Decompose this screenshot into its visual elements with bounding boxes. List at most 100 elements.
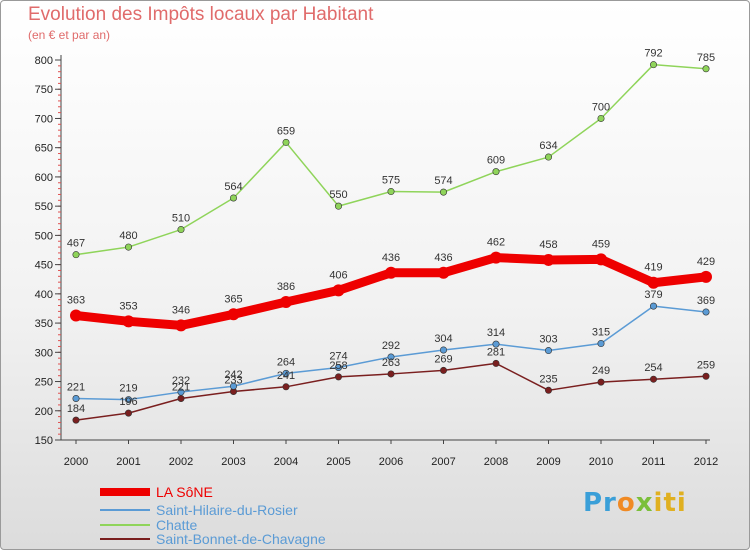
x-tick-label: 2009	[536, 456, 560, 468]
data-point	[597, 340, 605, 348]
series-lines	[70, 61, 712, 424]
y-tick-label: 800	[35, 55, 53, 67]
data-label: 406	[329, 269, 347, 281]
y-tick-label: 550	[35, 201, 53, 213]
data-label: 274	[329, 351, 347, 363]
data-point	[177, 388, 185, 396]
data-point	[334, 373, 342, 381]
data-point	[490, 251, 502, 264]
y-tick-label: 200	[35, 406, 53, 418]
data-point	[544, 386, 552, 394]
data-point	[439, 366, 447, 374]
data-label: 363	[67, 294, 85, 306]
data-label: 242	[224, 369, 242, 381]
data-label: 386	[277, 281, 295, 293]
x-tick-label: 2012	[694, 456, 718, 468]
x-tick-label: 2010	[589, 456, 613, 468]
data-point	[492, 340, 500, 348]
data-label: 459	[592, 238, 610, 250]
y-tick-label: 650	[35, 143, 53, 155]
data-point	[175, 319, 187, 332]
data-label: 184	[67, 403, 85, 415]
data-label: 315	[592, 327, 610, 339]
data-label: 263	[382, 357, 400, 369]
data-point	[72, 416, 80, 424]
data-point	[649, 375, 657, 383]
data-label: 221	[172, 381, 190, 393]
data-label: 241	[277, 370, 295, 382]
data-point	[282, 383, 290, 391]
data-label: 219	[119, 383, 137, 395]
data-label: 353	[119, 300, 137, 312]
data-label: 609	[487, 155, 505, 167]
x-tick-label: 2006	[379, 456, 403, 468]
data-point	[649, 61, 657, 69]
data-label: 292	[382, 340, 400, 352]
y-tick-label: 300	[35, 347, 53, 359]
data-label: 429	[697, 256, 715, 268]
data-label: 259	[697, 359, 715, 371]
data-label: 369	[697, 295, 715, 307]
data-label: 419	[644, 262, 662, 274]
data-point	[282, 138, 290, 146]
data-point	[125, 396, 133, 404]
data-point	[492, 168, 500, 176]
data-label: 436	[382, 252, 400, 264]
data-point	[702, 372, 710, 380]
data-point	[702, 65, 710, 73]
x-tick-label: 2004	[274, 456, 298, 468]
data-label: 467	[67, 238, 85, 250]
data-point	[334, 364, 342, 372]
data-point	[700, 270, 712, 283]
data-point	[649, 302, 657, 310]
data-label: 221	[67, 381, 85, 393]
data-label: 346	[172, 304, 190, 316]
data-label: 249	[592, 365, 610, 377]
data-label: 379	[644, 289, 662, 301]
data-label: 480	[119, 230, 137, 242]
x-tick-label: 2003	[221, 456, 245, 468]
data-label: 510	[172, 213, 190, 225]
legend-label: Chatte	[156, 517, 197, 533]
legend: LA SôNE Saint-Hilaire-du-RosierChatteSain…	[100, 484, 326, 547]
data-point	[387, 353, 395, 361]
data-point	[280, 296, 292, 309]
y-tick-label: 700	[35, 113, 53, 125]
y-tick-label: 750	[35, 84, 53, 96]
data-label: 550	[329, 189, 347, 201]
proxiti-logo: Proxiti	[583, 488, 687, 518]
data-label: 232	[172, 375, 190, 387]
data-point	[385, 266, 397, 279]
data-point	[492, 359, 500, 367]
data-label: 254	[644, 362, 662, 374]
data-label: 235	[539, 373, 557, 385]
data-point	[70, 309, 82, 322]
data-label: 264	[277, 356, 295, 368]
data-label: 303	[539, 334, 557, 346]
data-point	[437, 266, 450, 279]
data-point	[72, 394, 80, 402]
data-point	[230, 382, 238, 390]
data-point	[72, 251, 80, 259]
y-tick-label: 250	[35, 377, 53, 389]
data-point	[439, 346, 447, 354]
legend-label: Saint-Bonnet-de-Chavagne	[156, 531, 326, 547]
x-tick-label: 2002	[169, 456, 193, 468]
x-tick-label: 2008	[484, 456, 508, 468]
series-line	[75, 63, 707, 256]
y-tick-label: 450	[35, 260, 53, 272]
y-tick-label: 500	[35, 230, 53, 242]
y-tick-label: 600	[35, 172, 53, 184]
data-label: 258	[329, 360, 347, 372]
axes: 150 200 250 300 350 400 450 500 550 600 650 700 750 8…	[35, 55, 718, 468]
data-point	[125, 243, 133, 251]
data-point	[177, 226, 185, 234]
data-point	[230, 194, 238, 202]
chart-title: Evolution des Impôts locaux par Habitant	[28, 4, 374, 25]
data-label: 269	[434, 353, 452, 365]
data-label: 281	[487, 346, 505, 358]
data-labels: 184 196 221 233 241 258 263 269 281 235 249 254 259 2…	[67, 48, 715, 415]
data-point	[177, 394, 185, 402]
x-tick-label: 2011	[642, 456, 666, 468]
data-point	[702, 308, 710, 316]
